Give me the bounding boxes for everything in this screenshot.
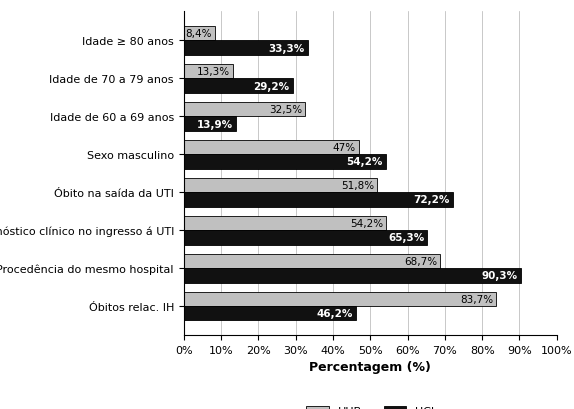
Text: 72,2%: 72,2%: [414, 195, 450, 205]
Bar: [184, 65, 233, 79]
Bar: [184, 178, 377, 193]
Bar: [184, 268, 521, 283]
Text: 13,9%: 13,9%: [196, 119, 232, 129]
Text: 54,2%: 54,2%: [350, 218, 383, 228]
X-axis label: Percentagem (%): Percentagem (%): [309, 361, 431, 373]
Text: 29,2%: 29,2%: [254, 81, 290, 91]
Bar: [184, 306, 356, 321]
Text: 8,4%: 8,4%: [185, 29, 212, 39]
Bar: [184, 79, 293, 94]
Bar: [184, 41, 308, 56]
Text: 90,3%: 90,3%: [482, 271, 518, 281]
Text: 65,3%: 65,3%: [388, 233, 424, 243]
Text: 13,3%: 13,3%: [197, 67, 230, 77]
Bar: [184, 103, 305, 117]
Text: 54,2%: 54,2%: [347, 157, 383, 167]
Bar: [184, 292, 496, 306]
Bar: [184, 193, 453, 207]
Text: 47%: 47%: [333, 143, 356, 153]
Bar: [184, 254, 440, 268]
Text: 68,7%: 68,7%: [404, 256, 437, 266]
Text: 32,5%: 32,5%: [269, 105, 302, 115]
Text: 33,3%: 33,3%: [269, 43, 305, 54]
Bar: [184, 141, 359, 155]
Text: 83,7%: 83,7%: [460, 294, 493, 304]
Bar: [184, 216, 386, 231]
Legend: HUB, UCI: HUB, UCI: [302, 402, 439, 409]
Bar: [184, 27, 215, 41]
Text: 51,8%: 51,8%: [341, 180, 374, 191]
Bar: [184, 155, 386, 169]
Text: 46,2%: 46,2%: [317, 308, 353, 319]
Bar: [184, 231, 427, 245]
Bar: [184, 117, 235, 131]
